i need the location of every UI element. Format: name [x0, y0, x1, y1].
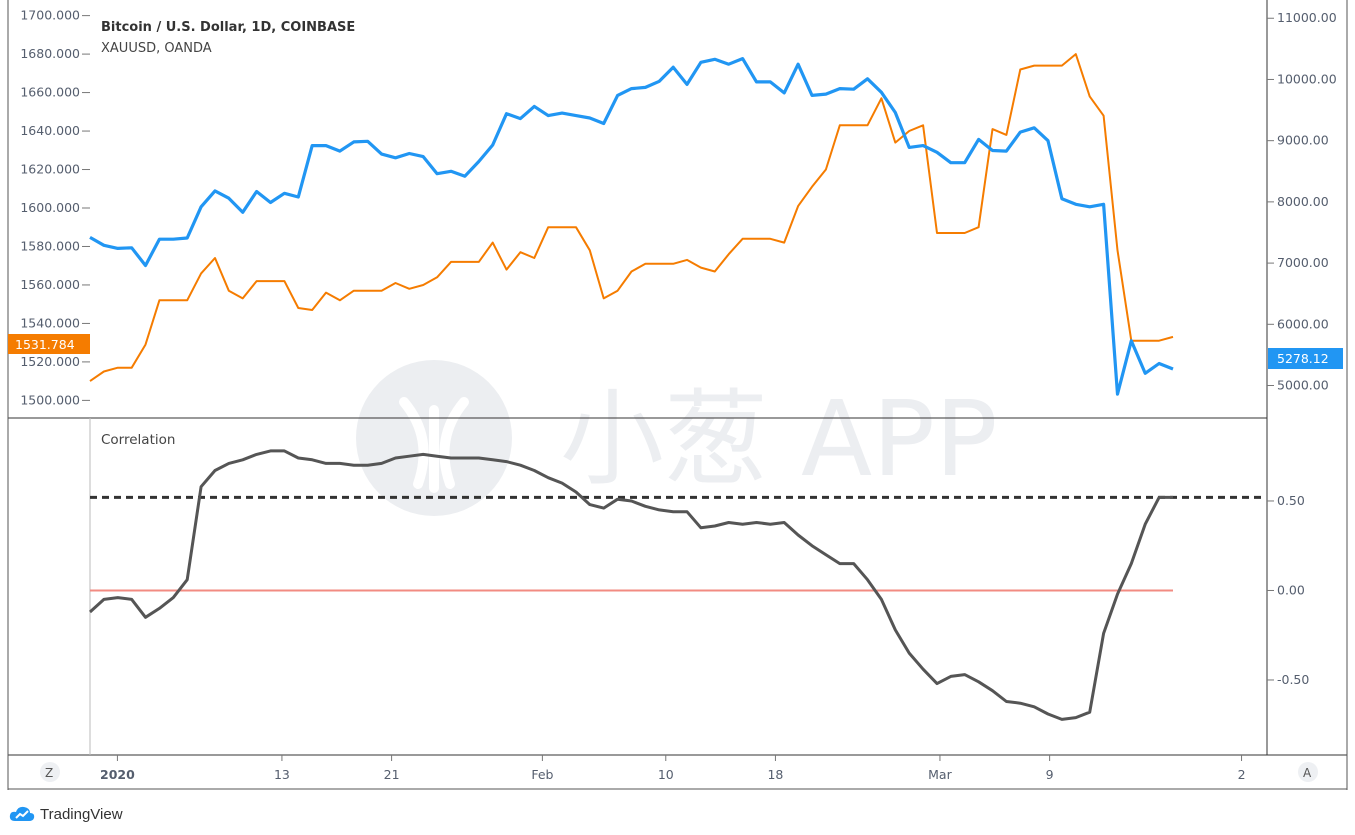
- time-axis-tick-label: 2: [1238, 767, 1246, 782]
- time-axis-tick-label: 2020: [100, 767, 135, 782]
- watermark-text: 小葱 APP: [560, 378, 998, 500]
- right-axis-tick-label: 10000.00: [1277, 71, 1337, 86]
- left-axis-tick-label: 1700.000: [20, 8, 80, 23]
- compare-symbol-legend[interactable]: XAUUSD, OANDA: [101, 41, 212, 56]
- log-scale-toggle-left[interactable]: Z: [40, 762, 60, 782]
- left-axis-tick-label: 1540.000: [20, 315, 80, 330]
- right-axis-tick-label: 5000.00: [1277, 378, 1329, 393]
- time-axis-tick-label: 10: [658, 767, 674, 782]
- btc-last-price: 5278.12: [1277, 351, 1329, 366]
- correlation-axis-tick-label: 0.00: [1277, 582, 1305, 597]
- right-corner-button-label: A: [1303, 766, 1312, 780]
- left-axis-tick-label: 1640.000: [20, 123, 80, 138]
- tradingview-brand[interactable]: TradingView: [8, 800, 123, 828]
- time-axis[interactable]: 2020 13 21 Feb 10 18 Mar 9 2: [100, 755, 1246, 782]
- left-corner-button-label: Z: [45, 766, 53, 780]
- correlation-pane-label[interactable]: Correlation: [101, 432, 175, 448]
- correlation-series-line: [88, 449, 1173, 721]
- xau-last-price-tag: 1531.784: [8, 334, 90, 354]
- right-axis-tick-label: 11000.00: [1277, 10, 1337, 25]
- left-axis-tick-label: 1660.000: [20, 85, 80, 100]
- correlation-axis-tick-label: 0.50: [1277, 493, 1305, 508]
- time-axis-tick-label: Feb: [531, 767, 553, 782]
- time-axis-tick-label: 18: [767, 767, 783, 782]
- left-axis-tick-label: 1520.000: [20, 354, 80, 369]
- time-axis-tick-label: Mar: [928, 767, 952, 782]
- correlation-axis-tick-label: -0.50: [1277, 672, 1309, 687]
- left-axis-tick-label: 1560.000: [20, 277, 80, 292]
- left-price-axis[interactable]: 1700.000 1680.000 1660.000 1640.000 1620.000…: [20, 8, 90, 408]
- left-axis-tick-label: 1500.000: [20, 392, 80, 407]
- brand-name: TradingView: [40, 805, 123, 823]
- time-axis-tick-label: 21: [384, 767, 400, 782]
- auto-scale-toggle-right[interactable]: A: [1298, 762, 1318, 782]
- main-symbol-legend[interactable]: Bitcoin / U.S. Dollar, 1D, COINBASE: [101, 20, 355, 35]
- right-price-axis[interactable]: 11000.00 10000.00 9000.00 8000.00 7000.00 600…: [1267, 10, 1337, 393]
- left-axis-tick-label: 1680.000: [20, 46, 80, 61]
- left-axis-tick-label: 1600.000: [20, 200, 80, 215]
- right-axis-tick-label: 7000.00: [1277, 255, 1329, 270]
- left-axis-tick-label: 1620.000: [20, 162, 80, 177]
- right-axis-tick-label: 6000.00: [1277, 316, 1329, 331]
- correlation-axis[interactable]: 0.50 0.00 -0.50: [1267, 493, 1309, 687]
- watermark: 小葱 APP: [356, 360, 998, 516]
- pane-borders: [7, 0, 1348, 790]
- tradingview-cloud-icon: [9, 806, 35, 821]
- xau-last-price: 1531.784: [15, 337, 75, 352]
- xauusd-series-line: [89, 53, 1174, 382]
- btc-series-line: [89, 56, 1174, 396]
- time-axis-tick-label: 13: [274, 767, 290, 782]
- right-axis-tick-label: 9000.00: [1277, 133, 1329, 148]
- time-axis-tick-label: 9: [1046, 767, 1054, 782]
- left-axis-tick-label: 1580.000: [20, 238, 80, 253]
- right-axis-tick-label: 8000.00: [1277, 194, 1329, 209]
- btc-last-price-tag: 5278.12: [1268, 348, 1343, 369]
